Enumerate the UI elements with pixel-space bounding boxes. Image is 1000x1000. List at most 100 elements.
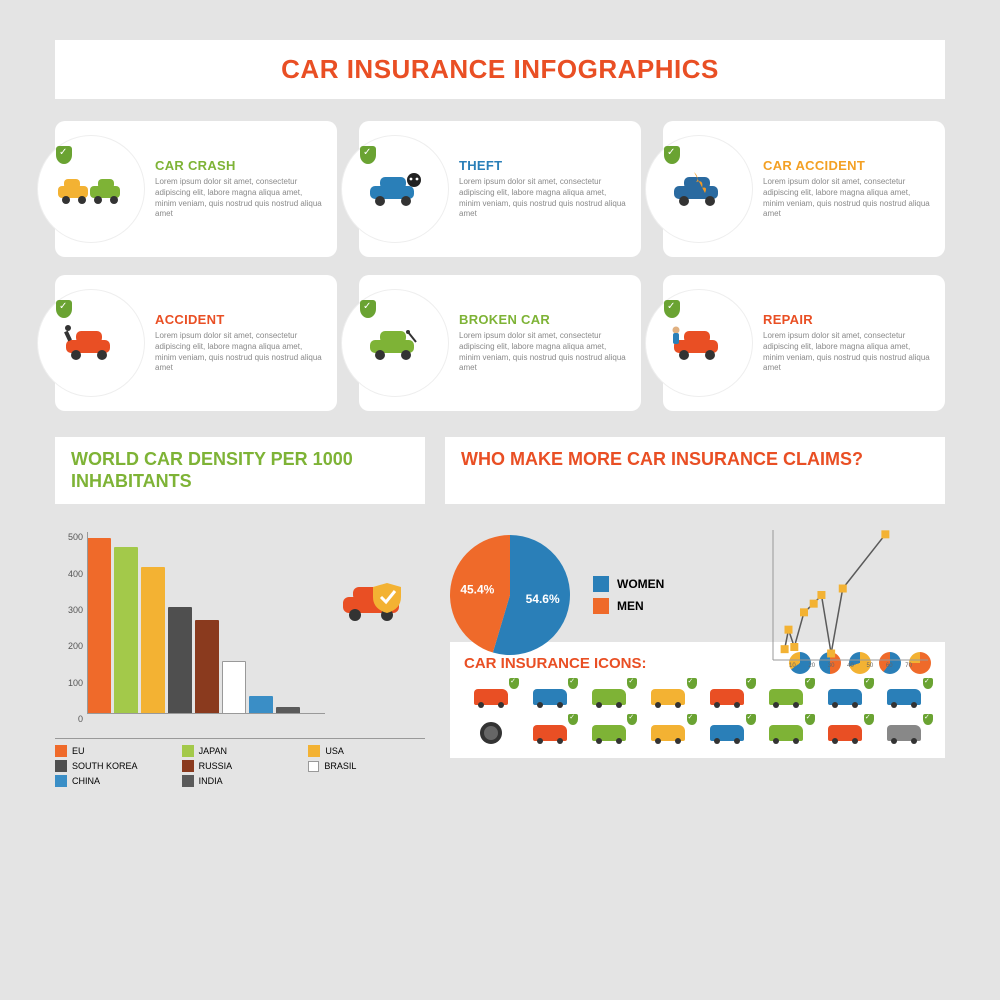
bar-CHINA bbox=[249, 696, 273, 714]
tow-car-icon bbox=[582, 682, 635, 712]
svg-text:45.4%: 45.4% bbox=[460, 583, 494, 597]
card-fire: CAR ACCIDENT Lorem ipsum dolor sit amet,… bbox=[663, 121, 945, 257]
line-marker bbox=[810, 600, 818, 608]
card-body: Lorem ipsum dolor sit amet, consectetur … bbox=[155, 177, 323, 220]
car-crash-icon bbox=[56, 170, 126, 208]
page-title: CAR INSURANCE INFOGRAPHICS bbox=[55, 54, 945, 85]
bar-SOUTH KOREA bbox=[168, 607, 192, 714]
bar-legend: EUJAPANUSASOUTH KOREARUSSIABRASILCHINAIN… bbox=[55, 738, 425, 787]
pie-section: 54.6% 45.4% WOMEN MEN bbox=[445, 530, 745, 660]
svg-text:40: 40 bbox=[847, 663, 854, 667]
flip-car-icon bbox=[760, 718, 813, 748]
tow-icon bbox=[360, 324, 430, 362]
card-icon-circle bbox=[341, 289, 449, 397]
legend-RUSSIA: RUSSIA bbox=[182, 760, 299, 772]
pie-area: 54.6% 45.4% WOMEN MEN 10 20 30 40 50 60 70 bbox=[445, 522, 945, 667]
card-title: THEFT bbox=[459, 158, 627, 173]
pie-title-box: WHO MAKE MORE CAR INSURANCE CLAIMS? bbox=[445, 437, 945, 504]
row-titles: WORLD CAR DENSITY PER 1000 INHABITANTS W… bbox=[55, 437, 945, 504]
card-pedestrian: ACCIDENT Lorem ipsum dolor sit amet, con… bbox=[55, 275, 337, 411]
shield-icon bbox=[360, 300, 376, 318]
line-marker bbox=[827, 650, 835, 658]
svg-text:70: 70 bbox=[905, 663, 912, 667]
pie-chart-title: WHO MAKE MORE CAR INSURANCE CLAIMS? bbox=[461, 449, 929, 471]
pie-legend-WOMEN: WOMEN bbox=[593, 576, 664, 592]
svg-text:54.6%: 54.6% bbox=[526, 592, 560, 606]
card-body: Lorem ipsum dolor sit amet, consectetur … bbox=[459, 331, 627, 374]
legend-EU: EU bbox=[55, 745, 172, 757]
legend-INDIA: INDIA bbox=[182, 775, 299, 787]
svg-text:50: 50 bbox=[867, 663, 874, 667]
shield-icon bbox=[360, 146, 376, 164]
line-marker bbox=[839, 585, 847, 593]
pie-legend: WOMEN MEN bbox=[593, 570, 664, 620]
clean-car-icon bbox=[819, 718, 872, 748]
line-marker bbox=[817, 591, 825, 599]
garage-car-icon bbox=[523, 718, 576, 748]
svg-text:10: 10 bbox=[789, 663, 796, 667]
fire-icon bbox=[664, 170, 734, 208]
card-tow: BROKEN CAR Lorem ipsum dolor sit amet, c… bbox=[359, 275, 641, 411]
bar-title-box: WORLD CAR DENSITY PER 1000 INHABITANTS bbox=[55, 437, 425, 504]
icon-grid bbox=[464, 682, 931, 748]
bar-RUSSIA bbox=[195, 620, 219, 715]
tree-car-icon bbox=[760, 682, 813, 712]
card-title: CAR ACCIDENT bbox=[763, 158, 931, 173]
card-mechanic: REPAIR Lorem ipsum dolor sit amet, conse… bbox=[663, 275, 945, 411]
bar-JAPAN bbox=[114, 547, 138, 714]
card-icon-circle bbox=[645, 135, 753, 243]
svg-text:30: 30 bbox=[828, 663, 835, 667]
svg-text:60: 60 bbox=[886, 663, 893, 667]
pie-legend-MEN: MEN bbox=[593, 598, 664, 614]
shield-icon bbox=[664, 300, 680, 318]
card-body: Lorem ipsum dolor sit amet, consectetur … bbox=[763, 177, 931, 220]
wheel-icon bbox=[464, 718, 517, 748]
bar-USA bbox=[141, 567, 165, 714]
bar-chart-canvas: 0100200300400500 bbox=[55, 532, 425, 732]
bar-chart-title: WORLD CAR DENSITY PER 1000 INHABITANTS bbox=[71, 449, 409, 492]
line-marker bbox=[790, 643, 798, 651]
fall-car-icon bbox=[582, 718, 635, 748]
card-car-crash: CAR CRASH Lorem ipsum dolor sit amet, co… bbox=[55, 121, 337, 257]
theft-car-icon bbox=[701, 718, 754, 748]
card-theft: THEFT Lorem ipsum dolor sit amet, consec… bbox=[359, 121, 641, 257]
legend-USA: USA bbox=[308, 745, 425, 757]
card-body: Lorem ipsum dolor sit amet, consectetur … bbox=[155, 331, 323, 374]
bar-yaxis: 0100200300400500 bbox=[55, 532, 85, 714]
dollar-car-icon bbox=[641, 718, 694, 748]
line-marker bbox=[781, 645, 789, 653]
legend-BRASIL: BRASIL bbox=[308, 760, 425, 772]
card-body: Lorem ipsum dolor sit amet, consectetur … bbox=[763, 331, 931, 374]
legend-CHINA: CHINA bbox=[55, 775, 172, 787]
shield-icon bbox=[56, 146, 72, 164]
shield-icon bbox=[56, 300, 72, 318]
cards-grid: CAR CRASH Lorem ipsum dolor sit amet, co… bbox=[55, 121, 945, 411]
title-bar: CAR INSURANCE INFOGRAPHICS bbox=[55, 40, 945, 99]
pedestrian-icon bbox=[56, 324, 126, 362]
theft-icon bbox=[360, 170, 430, 208]
bar-EU bbox=[87, 538, 111, 715]
shield-icon bbox=[664, 146, 680, 164]
card-icon-circle bbox=[645, 289, 753, 397]
car-crash-icon bbox=[641, 682, 694, 712]
card-icon-circle bbox=[37, 289, 145, 397]
line-marker bbox=[800, 609, 808, 617]
svg-text:20: 20 bbox=[808, 663, 815, 667]
line-marker bbox=[881, 531, 889, 539]
pie-chart: 54.6% 45.4% bbox=[445, 530, 575, 660]
line-chart: 10 20 30 40 50 60 70 bbox=[765, 522, 930, 667]
card-title: BROKEN CAR bbox=[459, 312, 627, 327]
card-title: REPAIR bbox=[763, 312, 931, 327]
mechanic-icon bbox=[664, 324, 734, 362]
mechanic-car-icon bbox=[523, 682, 576, 712]
legend-JAPAN: JAPAN bbox=[182, 745, 299, 757]
card-body: Lorem ipsum dolor sit amet, consectetur … bbox=[459, 177, 627, 220]
doc-car-icon bbox=[878, 718, 931, 748]
line-marker bbox=[785, 626, 793, 634]
bar-chart: 0100200300400500 EUJAPANUSASOUTH KOREARU… bbox=[55, 522, 425, 787]
card-title: CAR CRASH bbox=[155, 158, 323, 173]
water-car-icon bbox=[878, 682, 931, 712]
shield-car-icon bbox=[701, 682, 754, 712]
card-icon-circle bbox=[341, 135, 449, 243]
fire-car-icon bbox=[819, 682, 872, 712]
